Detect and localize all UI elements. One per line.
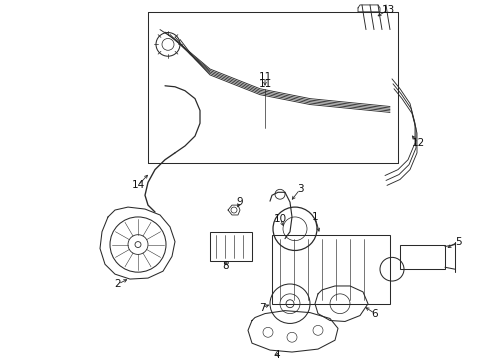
Text: 5: 5 [455, 237, 461, 247]
Text: 6: 6 [372, 309, 378, 319]
Text: 3: 3 [296, 184, 303, 194]
Text: 4: 4 [274, 350, 280, 360]
Text: 10: 10 [273, 214, 287, 224]
Text: 12: 12 [412, 138, 425, 148]
Text: 2: 2 [115, 279, 122, 289]
Bar [210, 232, 252, 261]
Text: 1: 1 [312, 212, 318, 222]
Text: 7: 7 [259, 303, 265, 313]
Text: 11: 11 [258, 72, 271, 82]
Text: 11: 11 [258, 79, 271, 89]
Text: 14: 14 [131, 180, 145, 190]
Text: 13: 13 [381, 5, 394, 15]
Bar [272, 235, 390, 304]
Bar [400, 244, 445, 269]
Text: 9: 9 [237, 197, 244, 207]
Text: 8: 8 [222, 261, 229, 271]
